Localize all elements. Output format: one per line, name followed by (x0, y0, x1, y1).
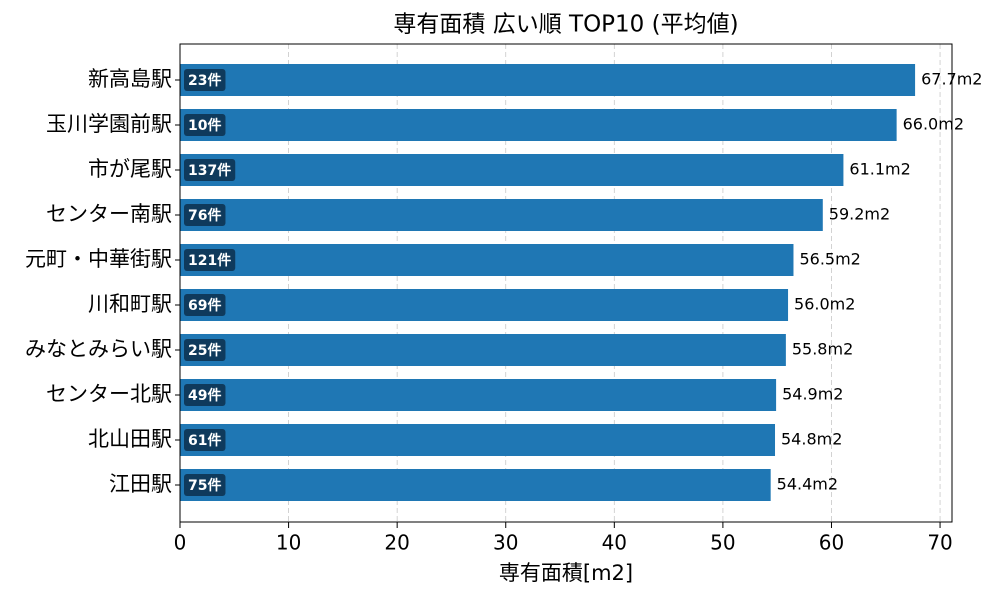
count-badge (184, 159, 236, 181)
count-label: 75件 (188, 477, 221, 494)
y-tick-label: 新高島駅 (88, 67, 172, 91)
count-label: 69件 (188, 297, 221, 314)
bar (180, 244, 794, 276)
x-tick-label: 50 (710, 531, 735, 555)
count-label: 61件 (188, 432, 221, 449)
y-tick-label: 玉川学園前駅 (46, 112, 172, 136)
count-label: 137件 (188, 162, 231, 179)
bar (180, 424, 776, 456)
count-badge (184, 339, 226, 361)
bar (180, 469, 771, 501)
value-label: 54.4m2 (777, 475, 838, 494)
y-tick-label: 北山田駅 (88, 427, 172, 451)
count-badge (184, 294, 226, 316)
y-tick-label: 元町・中華街駅 (25, 247, 172, 271)
x-tick-label: 0 (174, 531, 187, 555)
count-badge (184, 114, 226, 136)
y-tick-label: 江田駅 (109, 472, 172, 496)
count-badge (184, 69, 226, 91)
count-label: 23件 (188, 72, 221, 89)
y-tick-label: センター北駅 (46, 382, 172, 406)
count-label: 49件 (188, 387, 221, 404)
x-tick-label: 60 (819, 531, 844, 555)
y-tick-label: 市が尾駅 (88, 157, 172, 181)
count-badge (184, 429, 226, 451)
count-label: 76件 (188, 207, 221, 224)
x-tick-label: 30 (493, 531, 518, 555)
count-label: 10件 (188, 117, 221, 134)
bar (180, 154, 844, 186)
plot-frame (179, 43, 953, 523)
bar (180, 289, 789, 321)
bar (180, 199, 823, 231)
bar (180, 64, 916, 96)
x-tick-label: 40 (602, 531, 627, 555)
value-label: 56.5m2 (799, 250, 860, 269)
value-label: 59.2m2 (829, 205, 890, 224)
value-label: 66.0m2 (903, 115, 964, 134)
bar (180, 379, 777, 411)
x-axis-label: 専有面積[m2] (499, 561, 633, 585)
value-label: 55.8m2 (792, 340, 853, 359)
bar (180, 334, 786, 366)
value-label: 54.9m2 (782, 385, 843, 404)
chart-title: 専有面積 広い順 TOP10 (平均値) (393, 12, 738, 38)
count-badge (184, 474, 226, 496)
count-badge (184, 204, 226, 226)
y-tick-label: 川和町駅 (88, 292, 172, 316)
y-tick-label: センター南駅 (46, 202, 172, 226)
value-label: 56.0m2 (794, 295, 855, 314)
y-tick-label: みなとみらい駅 (25, 337, 172, 361)
count-label: 25件 (188, 342, 221, 359)
count-badge (184, 249, 236, 271)
x-tick-label: 70 (927, 531, 952, 555)
value-label: 61.1m2 (849, 160, 910, 179)
count-label: 121件 (188, 252, 231, 269)
x-tick-label: 20 (384, 531, 409, 555)
value-label: 54.8m2 (781, 430, 842, 449)
count-badge (184, 384, 226, 406)
bar (180, 109, 897, 141)
x-tick-label: 10 (276, 531, 301, 555)
